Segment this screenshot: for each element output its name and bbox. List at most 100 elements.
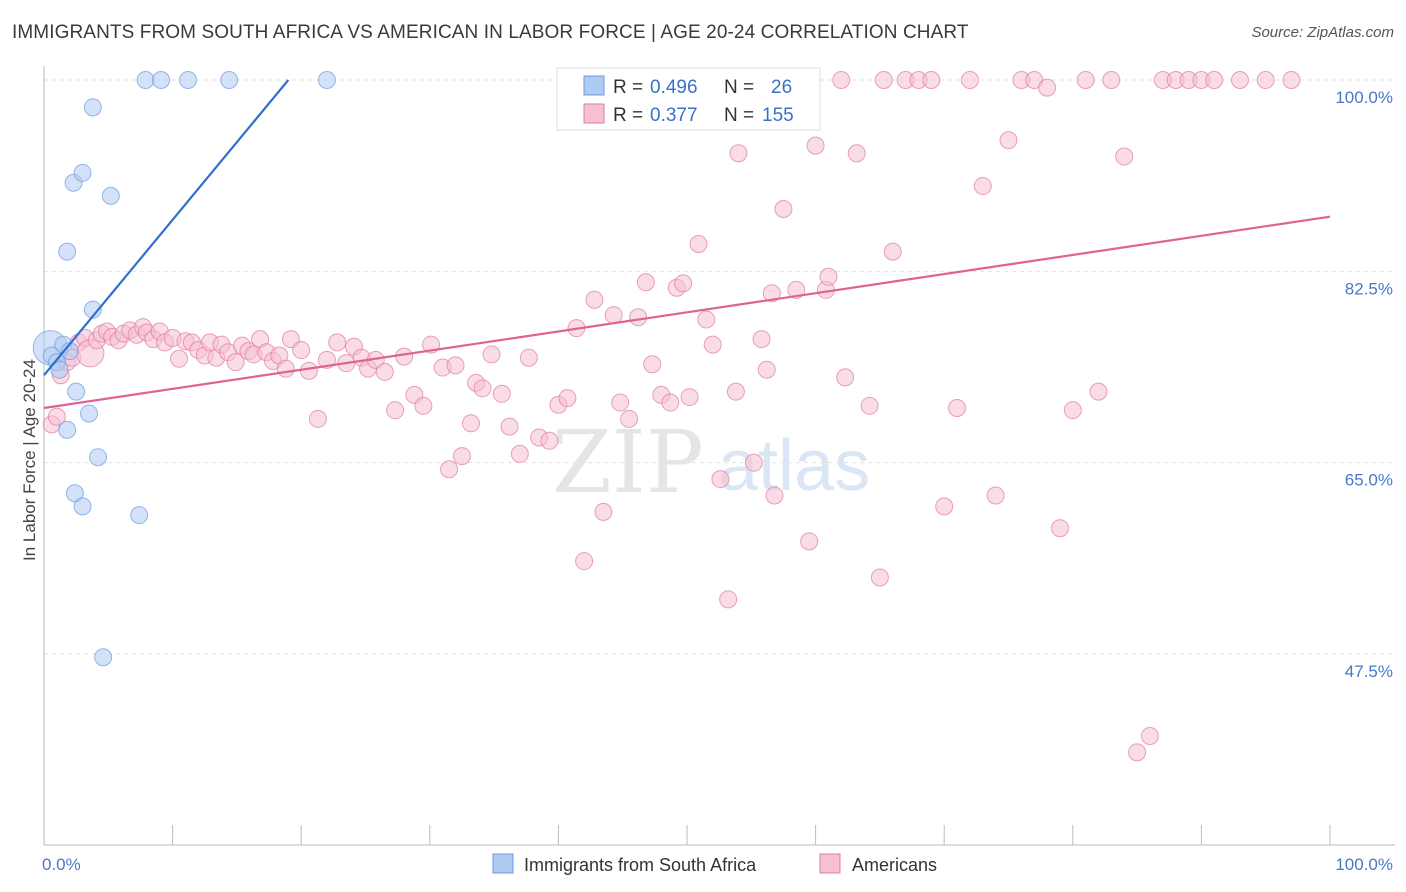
legend: Immigrants from South Africa Americans	[492, 853, 937, 875]
data-point	[58, 242, 77, 261]
watermark-atlas: atlas	[718, 426, 870, 506]
source-credit: Source: ZipAtlas.com	[1251, 24, 1394, 41]
data-point	[492, 384, 511, 403]
data-point	[774, 200, 793, 219]
data-point	[819, 267, 838, 286]
data-point	[604, 306, 623, 325]
data-point	[308, 409, 327, 428]
stats-swatch-blue	[583, 75, 605, 96]
stats-swatch-pink	[583, 103, 605, 124]
data-point	[661, 393, 680, 412]
y-axis-label: In Labor Force | Age 20-24	[20, 359, 39, 561]
data-point	[461, 414, 480, 433]
data-point	[67, 382, 86, 401]
legend-swatch-americans	[819, 853, 841, 874]
data-point	[47, 407, 66, 426]
trend-lines	[43, 79, 1331, 410]
y-axis-label-group: In Labor Force | Age 20-24	[20, 359, 39, 561]
data-point	[680, 388, 699, 407]
data-point	[446, 356, 465, 375]
data-point	[1282, 71, 1301, 89]
data-point	[1050, 519, 1069, 538]
data-point	[89, 448, 108, 467]
legend-label-americans: Americans	[852, 855, 937, 875]
data-point	[800, 532, 819, 551]
stats-r-value-blue: 0.496	[650, 77, 698, 98]
data-point	[729, 144, 748, 163]
data-point	[276, 359, 295, 378]
data-point	[510, 444, 529, 463]
data-point	[636, 273, 655, 292]
data-point	[101, 186, 120, 205]
y-tick-label: 47.5%	[1345, 662, 1393, 681]
data-point	[874, 71, 893, 89]
data-point	[540, 431, 559, 450]
stats-n-label-pink: N =	[724, 105, 754, 126]
data-point	[136, 71, 155, 89]
data-point	[1089, 382, 1108, 401]
data-point	[1128, 743, 1147, 762]
data-point	[152, 71, 171, 89]
legend-label-south-africa: Immigrants from South Africa	[524, 855, 757, 875]
data-point	[752, 330, 771, 349]
data-point	[986, 486, 1005, 505]
data-point	[292, 341, 311, 360]
data-point	[870, 568, 889, 587]
data-point	[395, 347, 414, 366]
data-point	[73, 163, 92, 182]
trend-line	[43, 79, 290, 376]
y-tick-label: 65.0%	[1345, 471, 1393, 490]
data-point	[519, 348, 538, 367]
data-point	[620, 409, 639, 428]
data-point	[317, 350, 336, 369]
data-point	[629, 308, 648, 327]
data-point	[922, 71, 941, 89]
data-point	[375, 362, 394, 381]
data-point	[697, 310, 716, 329]
x-tick-label: 100.0%	[1335, 855, 1393, 874]
data-point	[711, 470, 730, 489]
x-tick-label: 0.0%	[42, 855, 81, 874]
data-point	[220, 71, 239, 89]
data-point	[575, 552, 594, 571]
data-point	[58, 420, 77, 439]
data-point	[883, 242, 902, 261]
data-point	[73, 497, 92, 516]
data-point	[94, 648, 113, 667]
data-point	[1140, 727, 1159, 745]
data-point	[50, 360, 69, 379]
data-point	[948, 399, 967, 417]
data-point	[674, 274, 693, 293]
data-point	[83, 98, 102, 117]
data-point	[414, 396, 433, 415]
y-tick-label: 100.0%	[1335, 88, 1393, 107]
data-point	[719, 590, 738, 609]
stats-n-value-blue: 26	[771, 77, 792, 98]
data-point	[386, 401, 405, 420]
data-point	[130, 506, 149, 525]
stats-box: R = 0.496 N = 26 R = 0.377 N = 155	[556, 67, 821, 131]
data-point	[611, 393, 630, 412]
data-point	[847, 144, 866, 163]
data-point	[860, 396, 879, 415]
data-point	[328, 333, 347, 352]
data-point	[806, 136, 825, 155]
legend-swatch-south-africa	[492, 853, 514, 874]
data-point	[689, 235, 708, 253]
stats-n-label-blue: N =	[724, 77, 754, 98]
stats-r-value-pink: 0.377	[650, 105, 698, 126]
data-point	[935, 497, 954, 516]
tick-labels: 100.0% 82.5% 65.0% 47.5% 0.0% 100.0%	[42, 88, 1393, 874]
data-point	[558, 389, 577, 408]
data-point	[1038, 78, 1057, 97]
data-point	[726, 382, 745, 401]
trend-line	[43, 215, 1331, 410]
data-point	[226, 353, 245, 372]
data-point	[452, 447, 471, 466]
data-point	[762, 284, 781, 303]
data-point	[1230, 71, 1249, 89]
y-tick-label: 82.5%	[1345, 279, 1393, 298]
data-point	[594, 502, 613, 521]
stats-r-label-blue: R =	[613, 77, 643, 98]
